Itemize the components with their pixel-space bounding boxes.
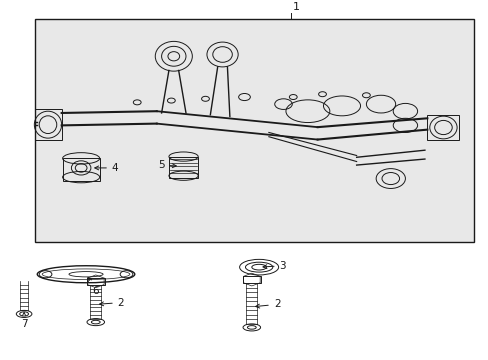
Bar	[87, 278, 104, 285]
Text: 2: 2	[255, 300, 280, 309]
Bar	[243, 276, 260, 283]
Bar	[62, 158, 100, 181]
Bar	[427, 115, 458, 140]
Text: 2: 2	[100, 298, 124, 307]
Bar	[35, 109, 61, 140]
Text: 6: 6	[88, 278, 99, 296]
Text: 1: 1	[293, 2, 300, 12]
Text: 7: 7	[21, 319, 27, 329]
Bar	[35, 19, 473, 242]
Bar	[168, 157, 198, 178]
Text: 4: 4	[95, 163, 118, 173]
Text: 3: 3	[263, 261, 285, 271]
Text: 5: 5	[158, 160, 176, 170]
